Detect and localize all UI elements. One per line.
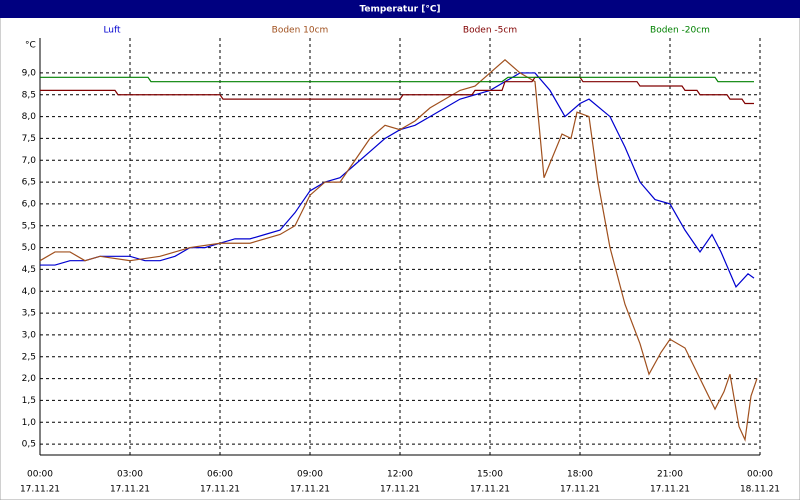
- y-tick-label: 1,5: [22, 396, 36, 406]
- y-tick-label: 6,5: [22, 178, 36, 188]
- x-tick-date: 17.11.21: [20, 485, 60, 495]
- y-tick-label: 7,5: [22, 134, 36, 144]
- x-tick-date: 17.11.21: [290, 485, 330, 495]
- y-tick-label: 1,0: [22, 418, 37, 428]
- title-bar: [0, 0, 800, 18]
- legend-entry: Luft: [103, 26, 121, 36]
- x-tick-label: 00:00: [747, 470, 773, 480]
- chart-title: Temperatur [°C]: [359, 5, 440, 15]
- y-tick-label: 4,5: [22, 265, 36, 275]
- y-tick-label: 4,0: [22, 287, 37, 297]
- x-tick-label: 21:00: [657, 470, 683, 480]
- x-tick-label: 03:00: [117, 470, 143, 480]
- y-tick-label: 7,0: [22, 156, 37, 166]
- x-tick-label: 12:00: [387, 470, 413, 480]
- y-tick-label: 6,0: [22, 199, 37, 209]
- y-tick-label: 2,0: [22, 374, 37, 384]
- line-series: [40, 76, 754, 83]
- x-tick-date: 18.11.21: [740, 485, 780, 495]
- legend-entry: Boden -5cm: [463, 26, 517, 36]
- x-tick-date: 17.11.21: [470, 485, 510, 495]
- x-tick-label: 15:00: [477, 470, 503, 480]
- x-tick-label: 09:00: [297, 470, 323, 480]
- x-tick-date: 17.11.21: [380, 485, 420, 495]
- y-unit: °C: [25, 41, 36, 51]
- y-tick-label: 8,0: [22, 112, 37, 122]
- y-tick-label: 5,5: [22, 221, 36, 231]
- x-tick-label: 06:00: [207, 470, 233, 480]
- line-series: [40, 72, 755, 288]
- y-tick-label: 5,0: [22, 243, 37, 253]
- x-tick-label: 00:00: [27, 470, 53, 480]
- y-tick-label: 0,5: [22, 440, 36, 450]
- x-tick-date: 17.11.21: [200, 485, 240, 495]
- legend-entry: Boden 10cm: [272, 26, 329, 36]
- x-tick-label: 18:00: [567, 470, 593, 480]
- line-series: [39, 59, 758, 442]
- x-tick-date: 17.11.21: [560, 485, 600, 495]
- y-tick-label: 9,0: [22, 68, 37, 78]
- y-tick-label: 2,5: [22, 352, 36, 362]
- x-tick-date: 17.11.21: [110, 485, 150, 495]
- y-tick-label: 3,0: [22, 330, 37, 340]
- x-tick-date: 17.11.21: [650, 485, 690, 495]
- legend-entry: Boden -20cm: [650, 26, 710, 36]
- y-tick-label: 8,5: [22, 90, 36, 100]
- y-tick-label: 3,5: [22, 309, 36, 319]
